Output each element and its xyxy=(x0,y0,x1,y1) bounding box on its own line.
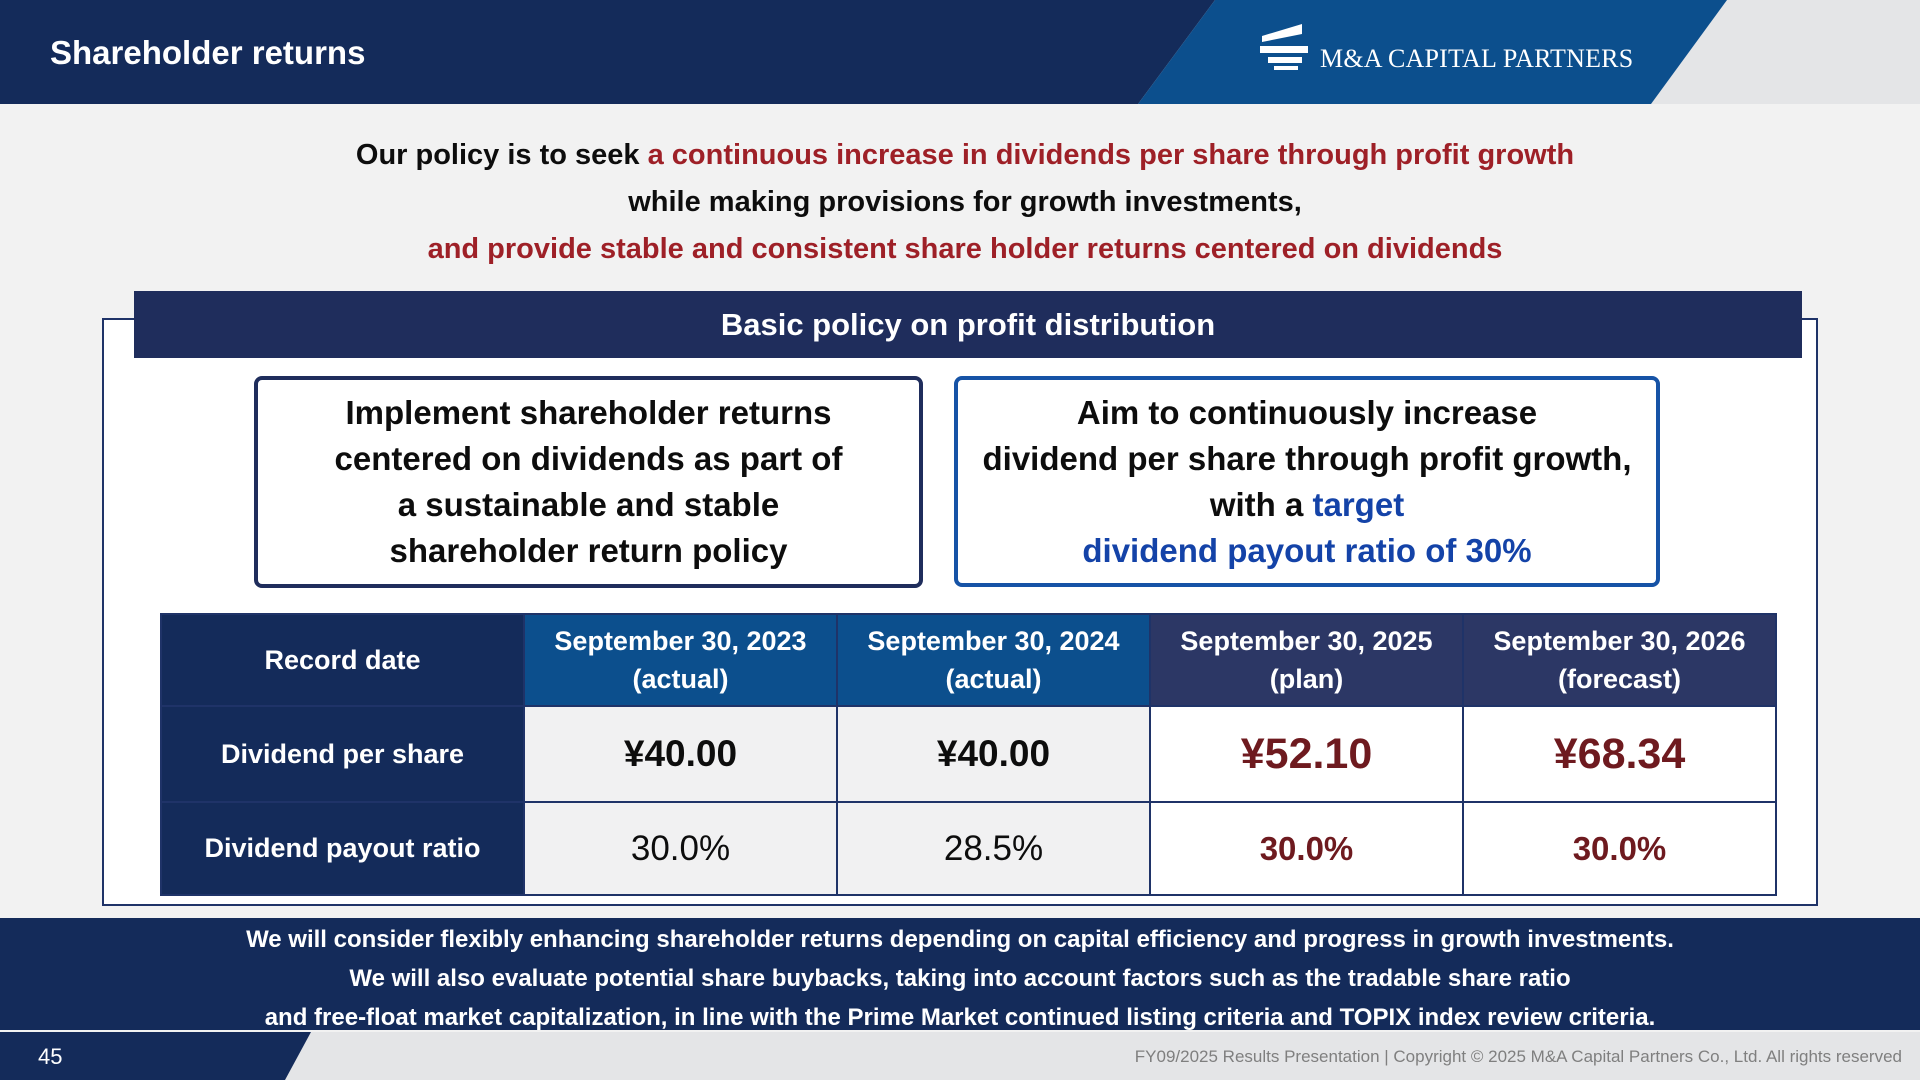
column-status: (actual) xyxy=(945,664,1042,694)
column-header: September 30, 2024 (actual) xyxy=(836,613,1151,707)
policy-line-1: Our policy is to seek a continuous incre… xyxy=(0,132,1920,179)
right-box-line: with a target xyxy=(958,482,1656,528)
left-box-line: a sustainable and stable xyxy=(397,486,780,523)
note-line: We will also evaluate potential share bu… xyxy=(349,965,1571,992)
policy-line-3: and provide stable and consistent share … xyxy=(427,233,1503,265)
table-cell: ¥68.34 xyxy=(1462,705,1777,803)
table-header-row: Record date September 30, 2023 (actual) S… xyxy=(160,613,1777,707)
header-blue-band xyxy=(1138,0,1727,104)
table-cell: ¥40.00 xyxy=(523,705,838,803)
column-header: September 30, 2025 (plan) xyxy=(1149,613,1464,707)
logo-text: M&A CAPITAL PARTNERS xyxy=(1320,44,1634,73)
table-cell: 28.5% xyxy=(836,801,1151,896)
policy-box-right: Aim to continuously increase dividend pe… xyxy=(954,376,1660,587)
policy-box-left: Implement shareholder returns centered o… xyxy=(254,376,923,588)
row-label: Dividend per share xyxy=(160,705,525,803)
policy-statement: Our policy is to seek a continuous incre… xyxy=(0,132,1920,273)
right-box-line: Aim to continuously increase xyxy=(1076,393,1538,431)
building-stack-icon xyxy=(1260,24,1308,70)
record-date-header: Record date xyxy=(160,613,525,707)
left-box-line: Implement shareholder returns xyxy=(345,394,832,431)
header-navy-band xyxy=(0,0,1215,104)
right-box-line: dividend per share through profit growth… xyxy=(982,439,1632,477)
table-cell: ¥40.00 xyxy=(836,705,1151,803)
column-date: September 30, 2026 xyxy=(1493,626,1746,656)
table-cell: 30.0% xyxy=(1462,801,1777,896)
policy-line-1-highlight: a continuous increase in dividends per s… xyxy=(647,139,1575,171)
footer-navy-band xyxy=(0,1032,311,1080)
header-bar: Shareholder returns M&A CAPITAL PARTNERS xyxy=(0,0,1920,104)
column-status: (plan) xyxy=(1269,664,1344,694)
table-cell: 30.0% xyxy=(523,801,838,896)
note-line: We will consider flexibly enhancing shar… xyxy=(246,926,1674,953)
payout-target: dividend payout ratio of 30% xyxy=(1082,531,1532,569)
copyright-text: FY09/2025 Results Presentation | Copyrig… xyxy=(1134,1047,1902,1066)
column-header: September 30, 2023 (actual) xyxy=(523,613,838,707)
table-cell: ¥52.10 xyxy=(1149,705,1464,803)
note-line: and free-float market capitalization, in… xyxy=(264,1004,1656,1031)
page-number: 45 xyxy=(38,1044,63,1069)
right-box-line-lead: with a xyxy=(1209,485,1313,523)
left-box-line: shareholder return policy xyxy=(389,532,788,569)
column-status: (actual) xyxy=(632,664,729,694)
column-date: September 30, 2024 xyxy=(867,626,1120,656)
column-header: September 30, 2026 (forecast) xyxy=(1462,613,1777,707)
column-date: September 30, 2023 xyxy=(554,626,807,656)
dividend-table: Record date September 30, 2023 (actual) S… xyxy=(160,613,1777,896)
table-row: Dividend payout ratio 30.0% 28.5% 30.0% … xyxy=(160,801,1777,896)
column-status: (forecast) xyxy=(1557,664,1682,694)
company-logo: M&A CAPITAL PARTNERS xyxy=(1258,22,1658,74)
policy-line-2: while making provisions for growth inves… xyxy=(628,186,1302,218)
table-cell: 30.0% xyxy=(1149,801,1464,896)
page-title: Shareholder returns xyxy=(50,34,366,71)
target-highlight: target xyxy=(1312,485,1405,523)
table-row: Dividend per share ¥40.00 ¥40.00 ¥52.10 … xyxy=(160,705,1777,803)
footer-bar: 45 FY09/2025 Results Presentation | Copy… xyxy=(0,1032,1920,1080)
panel-title: Basic policy on profit distribution xyxy=(134,291,1802,358)
notes-banner: We will consider flexibly enhancing shar… xyxy=(0,918,1920,1031)
left-box-line: centered on dividends as part of xyxy=(334,440,843,477)
row-label: Dividend payout ratio xyxy=(160,801,525,896)
column-date: September 30, 2025 xyxy=(1180,626,1433,656)
policy-line-1-lead: Our policy is to seek xyxy=(355,139,648,171)
